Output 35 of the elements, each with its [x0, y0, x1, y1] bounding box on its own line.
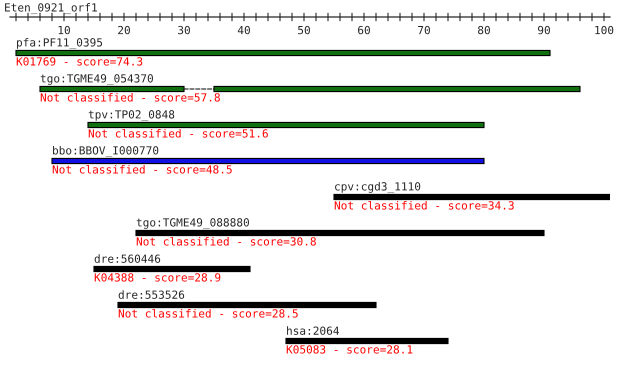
x-tick-label: 70 — [418, 26, 430, 34]
annotation: Not classified - score=30.8 — [136, 236, 316, 246]
y-tick-label: cpv:cgd3_1110 — [335, 182, 420, 194]
x-tick-label: 20 — [118, 26, 130, 34]
y-tick-label: bbo:BBOV_I000770 — [53, 146, 158, 158]
y-tick-label: tgo:TGME49_054370 — [40, 74, 153, 86]
annotation: Not classified - score=48.5 — [52, 164, 232, 174]
x-tick-label: 80 — [478, 26, 490, 34]
bar — [93, 266, 251, 272]
bar — [117, 302, 377, 308]
y-tick-label: tpv:TP02_0848 — [88, 110, 174, 122]
bar — [333, 194, 610, 200]
x-tick-label: 100 — [595, 26, 614, 34]
annotation: Not classified - score=51.6 — [88, 128, 268, 138]
y-tick-label: tgo:TGME49_088880 — [136, 218, 249, 230]
bar — [285, 338, 449, 344]
y-tick-label: hsa:2064 — [287, 326, 339, 335]
y-tick-label: dre:553526 — [118, 290, 184, 299]
x-tick-label: 40 — [238, 26, 250, 34]
annotation: Not classified - score=28.5 — [118, 308, 298, 318]
annotation: Not classified - score=34.3 — [334, 200, 514, 210]
x-tick-label: 10 — [58, 26, 70, 34]
x-tick-label: 60 — [358, 26, 370, 34]
annotation: K05083 - score=28.1 — [286, 345, 412, 354]
bar — [51, 158, 485, 164]
x-tick-label: 90 — [538, 26, 550, 34]
annotation: K04388 - score=28.9 — [94, 273, 220, 282]
chart-title: Eten_0921_orf1 — [5, 3, 97, 14]
y-tick-label: dre:560446 — [94, 254, 160, 263]
annotation: Not classified - score=57.8 — [40, 92, 220, 102]
bar — [135, 230, 545, 236]
annotation: K01769 - score=74.3 — [16, 57, 142, 66]
y-tick-label: pfa:PF11_0395 — [17, 38, 102, 50]
x-tick-label: 30 — [178, 26, 190, 34]
x-tick-label: 50 — [298, 26, 310, 34]
